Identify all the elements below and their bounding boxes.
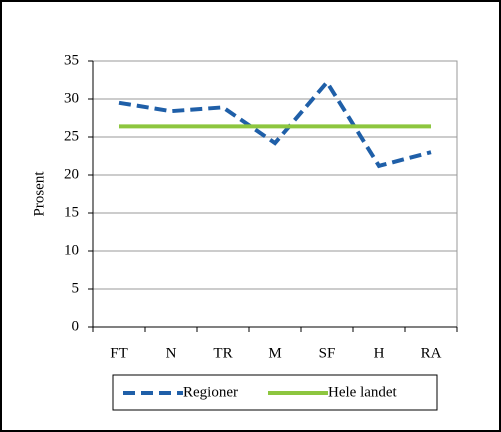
y-tick-label: 30 [64,90,79,106]
y-axis-label: Prosent [31,171,47,217]
x-tick-label: TR [213,345,232,361]
series-line [118,78,432,169]
y-tick-label: 25 [64,128,79,144]
x-tick-label: SF [319,345,336,361]
x-tick-label: H [374,345,385,361]
y-tick-label: 35 [64,52,79,68]
x-tick-label: M [268,345,281,361]
x-tick-label: N [166,345,177,361]
y-tick-label: 15 [64,204,79,220]
y-tick-label: 5 [72,280,80,296]
x-tick-label: RA [421,345,442,361]
y-tick-label: 20 [64,166,79,182]
x-tick-label: FT [110,345,128,361]
legend-label: Regioner [183,384,238,400]
y-tick-label: 0 [72,318,80,334]
legend-label: Hele landet [328,384,398,400]
y-tick-label: 10 [64,242,79,258]
